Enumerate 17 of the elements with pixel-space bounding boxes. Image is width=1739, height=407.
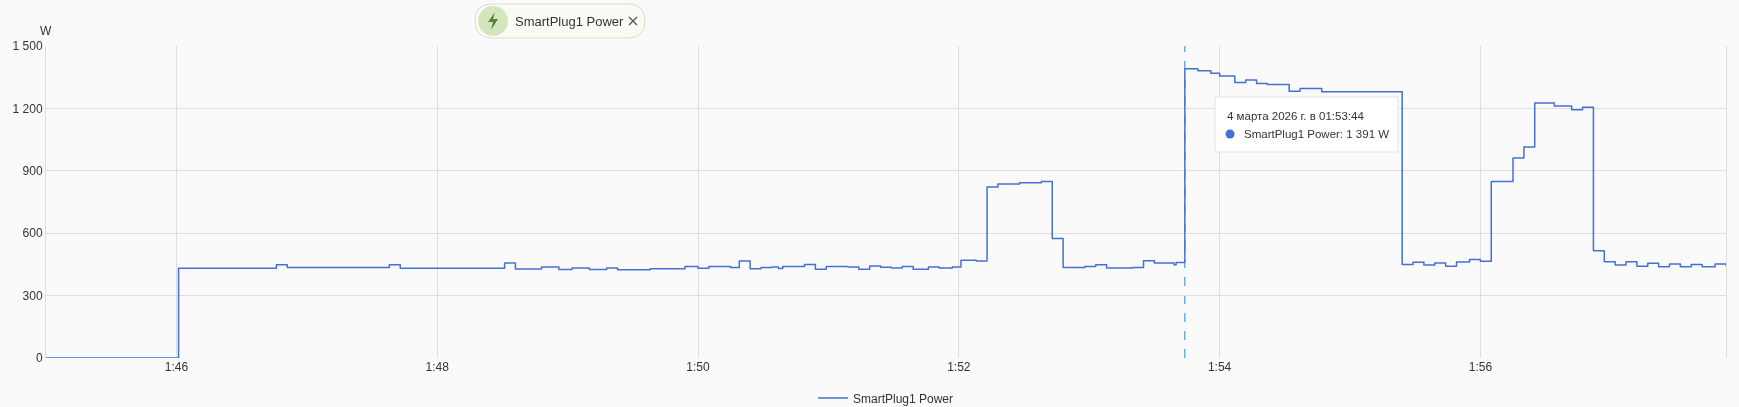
y-tick-label: 1 500 (12, 39, 43, 54)
x-tick-label: 1:48 (425, 360, 450, 374)
x-tick-label: 1:54 (1207, 360, 1232, 374)
y-axis-title: W (40, 24, 52, 38)
annotation: 4 марта 2026 г. в 01:53:44 (1227, 110, 1365, 122)
y-tick-label: 600 (22, 226, 43, 241)
x-tick-label: 1:52 (947, 360, 971, 374)
annotation: SmartPlug1 Power: 1 391 W (1244, 128, 1390, 140)
text: SmartPlug1 Power (515, 14, 625, 29)
y-tick-label: 1 200 (12, 101, 43, 116)
x-tick-label: 1:46 (164, 360, 189, 374)
y-tick-label: 900 (22, 164, 43, 178)
x-tick-label: 1:56 (1468, 360, 1493, 374)
legend-label: SmartPlug1 Power (853, 391, 954, 406)
y-tick-label: 300 (22, 288, 43, 303)
x-tick-label: 1:50 (686, 360, 711, 374)
y-tick-label: 0 (35, 351, 43, 366)
